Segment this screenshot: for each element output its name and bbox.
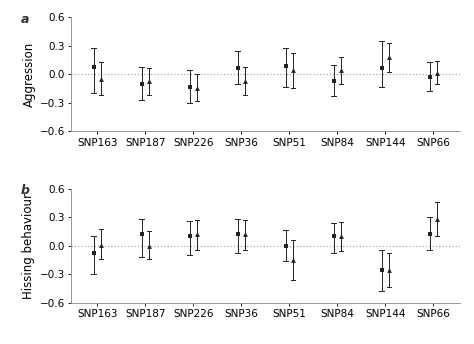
Y-axis label: Aggression: Aggression: [22, 42, 36, 107]
Text: a: a: [20, 13, 29, 26]
Y-axis label: Hissing behaviour: Hissing behaviour: [22, 193, 36, 299]
Text: b: b: [20, 184, 29, 197]
